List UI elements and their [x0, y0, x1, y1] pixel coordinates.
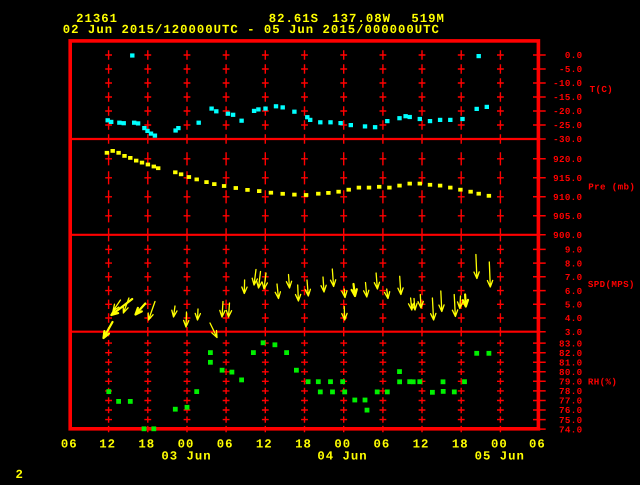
- svg-text:5.0: 5.0: [565, 300, 583, 311]
- svg-text:T(C): T(C): [590, 84, 613, 95]
- svg-text:04 Jun: 04 Jun: [317, 450, 367, 464]
- svg-text:00: 00: [178, 437, 195, 451]
- svg-text:RH(%): RH(%): [588, 376, 617, 387]
- svg-text:06: 06: [61, 437, 78, 451]
- svg-text:02 Jun 2015/120000UTC - 05 Jun: 02 Jun 2015/120000UTC - 05 Jun 2015/0000…: [63, 23, 440, 37]
- svg-text:6.0: 6.0: [565, 286, 583, 297]
- svg-text:519M: 519M: [411, 12, 445, 26]
- svg-text:-30.0: -30.0: [553, 134, 582, 145]
- svg-text:8.0: 8.0: [565, 258, 583, 269]
- svg-text:81.0: 81.0: [559, 357, 582, 368]
- svg-text:900.0: 900.0: [553, 230, 582, 241]
- svg-text:77.0: 77.0: [559, 396, 582, 407]
- svg-text:21361: 21361: [76, 12, 118, 26]
- svg-text:75.0: 75.0: [559, 415, 582, 426]
- svg-text:910.0: 910.0: [553, 192, 582, 203]
- svg-text:82.61S: 82.61S: [269, 12, 319, 26]
- svg-text:74.0: 74.0: [559, 424, 582, 435]
- svg-text:80.0: 80.0: [559, 367, 582, 378]
- svg-text:06: 06: [374, 437, 391, 451]
- svg-text:18: 18: [452, 437, 469, 451]
- svg-text:-25.0: -25.0: [553, 120, 582, 131]
- svg-text:Pre (mb): Pre (mb): [588, 182, 635, 193]
- svg-text:905.0: 905.0: [553, 211, 582, 222]
- svg-text:SPD(MPS): SPD(MPS): [588, 279, 635, 290]
- svg-text:3.0: 3.0: [565, 327, 583, 338]
- svg-text:00: 00: [491, 437, 508, 451]
- svg-text:79.0: 79.0: [559, 377, 582, 388]
- svg-text:00: 00: [334, 437, 351, 451]
- svg-text:12: 12: [256, 437, 273, 451]
- svg-text:920.0: 920.0: [553, 154, 582, 165]
- svg-text:06: 06: [529, 437, 546, 451]
- svg-text:82.0: 82.0: [559, 348, 582, 359]
- svg-text:9.0: 9.0: [565, 245, 583, 256]
- svg-text:-5.0: -5.0: [559, 64, 582, 75]
- svg-text:18: 18: [138, 437, 155, 451]
- svg-text:03 Jun: 03 Jun: [161, 450, 211, 464]
- svg-text:06: 06: [217, 437, 234, 451]
- svg-text:4.0: 4.0: [565, 313, 583, 324]
- svg-text:2: 2: [16, 468, 24, 480]
- svg-text:137.08W: 137.08W: [332, 12, 391, 26]
- svg-text:7.0: 7.0: [565, 272, 583, 283]
- svg-text:-20.0: -20.0: [553, 106, 582, 117]
- svg-text:915.0: 915.0: [553, 173, 582, 184]
- svg-text:0.0: 0.0: [565, 50, 583, 61]
- svg-text:05 Jun: 05 Jun: [475, 450, 525, 464]
- svg-text:12: 12: [413, 437, 430, 451]
- svg-text:76.0: 76.0: [559, 405, 582, 416]
- svg-text:78.0: 78.0: [559, 386, 582, 397]
- svg-text:-10.0: -10.0: [553, 78, 582, 89]
- svg-text:-15.0: -15.0: [553, 92, 582, 103]
- svg-text:12: 12: [99, 437, 116, 451]
- svg-text:83.0: 83.0: [559, 338, 582, 349]
- svg-text:18: 18: [295, 437, 312, 451]
